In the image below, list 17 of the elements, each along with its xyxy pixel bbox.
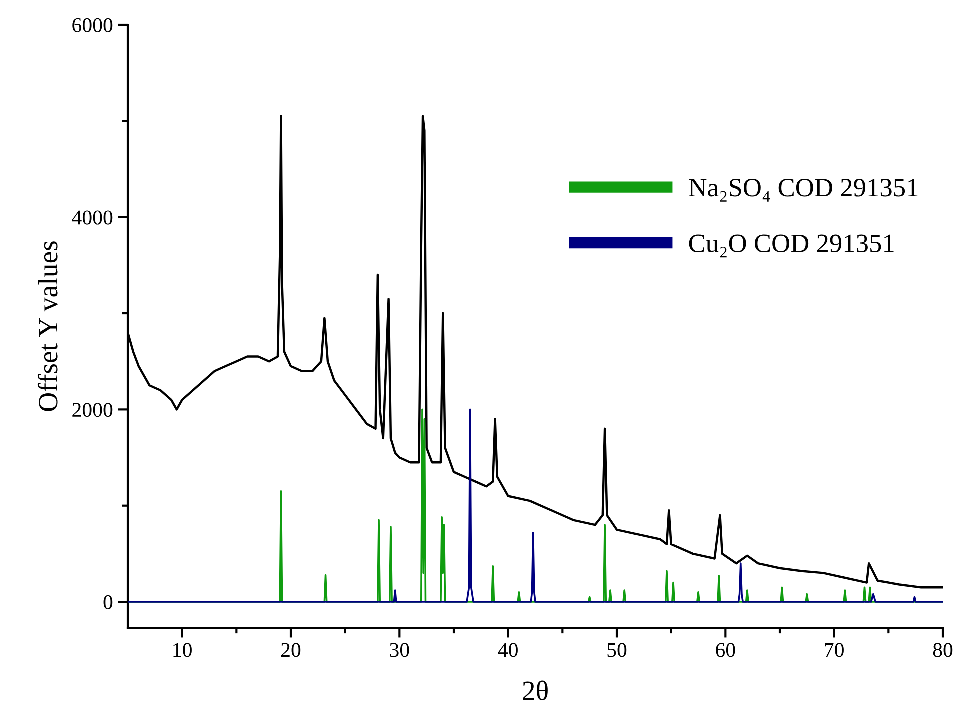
y-tick-label: 6000 [72, 18, 113, 32]
line-series [128, 408, 943, 603]
legend-label: Cu₂O COD 291351 [689, 234, 894, 258]
y-tick-label: 4000 [72, 210, 113, 225]
x-tick-label: 40 [498, 643, 518, 658]
x-tick-label: 80 [933, 643, 953, 658]
x-tick-label: 30 [390, 643, 410, 658]
y-axis-title: Offset Y values [38, 242, 58, 412]
x-tick-label: 10 [174, 643, 192, 658]
x-tick-label: 60 [716, 643, 736, 658]
y-tick-label: 2000 [72, 403, 113, 418]
x-tick-label: 50 [608, 643, 627, 658]
y-tick-label: 0 [104, 595, 113, 610]
x-tick-label: 70 [825, 643, 844, 658]
x-axis-title: 2θ [523, 680, 548, 700]
x-tick-label: 20 [282, 643, 301, 658]
legend-label: Na₂SO₄ COD 291351 [689, 179, 918, 202]
